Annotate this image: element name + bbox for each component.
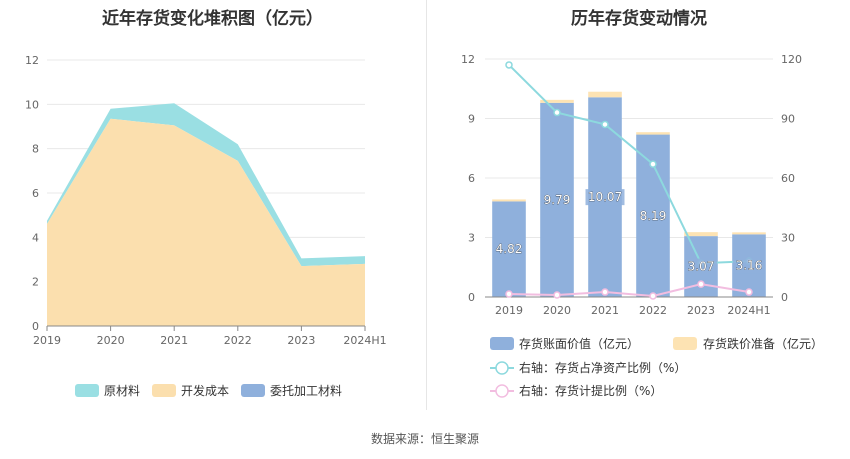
bar-data-label: 3.16	[736, 259, 763, 273]
legend-marker	[495, 361, 509, 375]
left-chart-title: 近年存货变化堆积图（亿元）	[102, 9, 323, 29]
line-provision-ratio	[508, 283, 750, 298]
x-tick-label: 2023	[287, 334, 315, 347]
data-label-bg	[733, 257, 765, 274]
line-point	[505, 61, 513, 69]
legend-swatch	[673, 337, 697, 350]
legend-swatch	[241, 384, 265, 397]
x-tick-label: 2023	[687, 304, 715, 317]
y-tick-label: 9	[468, 113, 475, 126]
y2-tick-label: 60	[781, 172, 795, 185]
bar-data-label: 10.07	[588, 190, 622, 204]
y-tick-label: 6	[468, 172, 475, 185]
y-tick-label: 3	[468, 232, 475, 245]
bar-impairment-provision	[540, 99, 574, 103]
x-tick-label: 2020	[97, 334, 125, 347]
x-tick-label: 2022	[224, 334, 252, 347]
y-tick-label: 0	[32, 320, 39, 333]
data-label-bg	[585, 189, 625, 206]
bar-impairment-provision	[492, 199, 526, 202]
data-label-bg	[637, 207, 669, 224]
y2-tick-label: 0	[781, 291, 788, 304]
left-chart-svg: 0 2 4 6 8 10 12 2019 2020 2021 2022 2023 2024H1 原材料 开发…	[25, 54, 387, 398]
bar-data-label: 3.07	[688, 260, 715, 274]
left-chart-panel: 近年存货变化堆积图（亿元） 0 2 4 6 8 10 12 2019 2020 2021 2022 2…	[0, 0, 425, 420]
legend-swatch	[490, 337, 514, 350]
y2-tick-label: 90	[781, 113, 795, 126]
legend-label: 右轴：存货占净资产比例（%）	[519, 360, 686, 375]
x-tick-label: 2024H1	[727, 304, 770, 317]
line-point	[601, 288, 609, 296]
y-tick-label: 8	[32, 143, 39, 156]
bar-data-label: 4.82	[496, 242, 523, 256]
legend-swatch	[152, 384, 176, 397]
legend-swatch	[75, 384, 99, 397]
legend-label: 右轴：存货计提比例（%）	[519, 383, 662, 398]
data-label-bg	[685, 258, 717, 275]
y2-tick-label: 30	[781, 232, 795, 245]
area-series-raw-materials	[47, 103, 365, 267]
right-chart-panel: 历年存货变动情况 0 3 6 9 12 0 30 60 90 120 2019 2020 2021 202…	[428, 0, 850, 420]
bar-data-label: 9.79	[544, 193, 571, 207]
line-point	[649, 292, 657, 300]
y-tick-label: 12	[461, 53, 475, 66]
area-series-development-cost	[47, 118, 365, 326]
y-tick-label: 6	[32, 187, 39, 200]
bar-data-label: 8.19	[640, 209, 667, 223]
line-point	[505, 290, 513, 298]
legend-label: 原材料	[104, 384, 140, 398]
x-tick-label: 2022	[639, 304, 667, 317]
x-tick-label: 2021	[160, 334, 188, 347]
bar-impairment-provision	[732, 232, 766, 235]
panel-divider	[426, 0, 427, 410]
y-tick-label: 10	[25, 98, 39, 111]
x-tick-label: 2021	[591, 304, 619, 317]
x-tick-label: 2019	[495, 304, 523, 317]
y-tick-label: 2	[32, 276, 39, 289]
legend-label: 委托加工材料	[270, 384, 342, 398]
line-point	[649, 160, 657, 168]
legend-marker	[495, 384, 509, 398]
x-tick-label: 2020	[543, 304, 571, 317]
x-tick-label: 2024H1	[343, 334, 386, 347]
legend-label: 存货账面价值（亿元）	[519, 336, 639, 351]
x-tick-label: 2019	[33, 334, 61, 347]
right-chart-title: 历年存货变动情况	[571, 9, 707, 29]
data-source-note: 数据来源：恒生聚源	[370, 432, 479, 446]
y-tick-label: 0	[468, 291, 475, 304]
y-tick-label: 12	[25, 54, 39, 67]
y-tick-label: 4	[32, 231, 39, 244]
line-point	[745, 288, 753, 296]
legend-label: 开发成本	[181, 383, 229, 398]
bar-impairment-provision	[684, 232, 718, 237]
line-point	[697, 280, 705, 288]
data-label-bg	[541, 191, 573, 208]
line-point	[601, 120, 609, 129]
y2-tick-label: 120	[781, 53, 802, 66]
bar-impairment-provision	[588, 91, 622, 98]
data-label-bg	[493, 241, 525, 258]
line-point	[553, 108, 561, 117]
legend-label: 存货跌价准备（亿元）	[703, 336, 823, 351]
line-point	[553, 291, 561, 299]
bar-impairment-provision	[636, 132, 670, 135]
